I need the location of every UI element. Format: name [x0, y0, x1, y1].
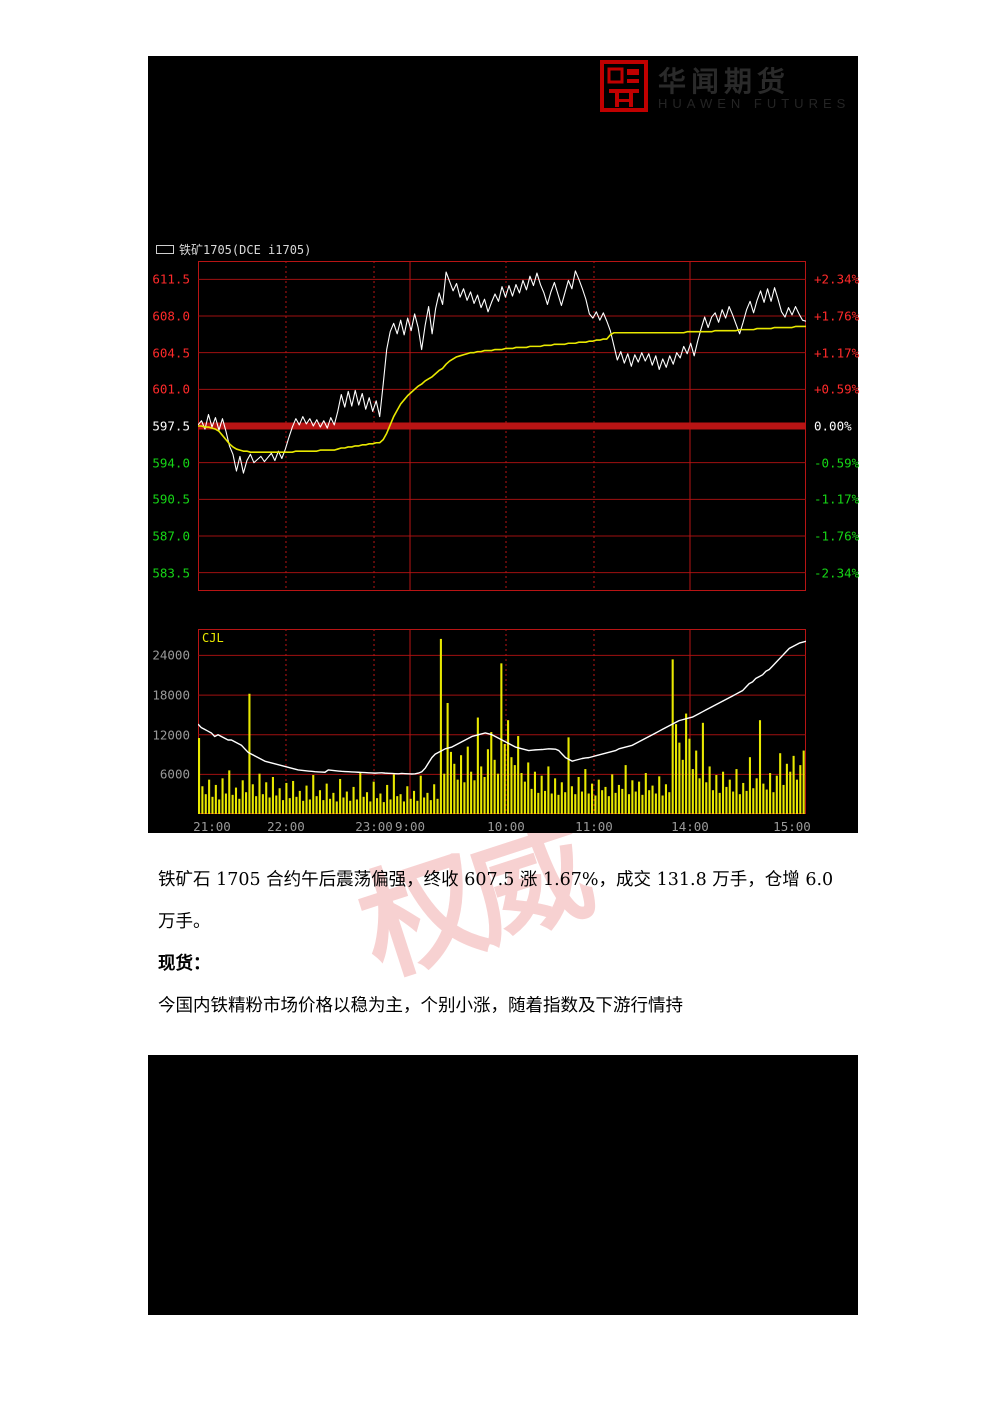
brand-name-cn: 华闻期货 [658, 65, 791, 98]
document-page: 华闻期货 HUAWEN FUTURES 铁矿1705(DCE i1705) 61… [148, 56, 859, 1315]
commentary-text: 铁矿石 1705 合约午后震荡偏强，终收 607.5 涨 1.67%，成交 13… [148, 833, 858, 1027]
time-tick-label: 22:00 [267, 819, 305, 834]
percent-tick-label: +0.59% [814, 381, 860, 397]
commentary-paragraph-spot-body: 今国内铁精粉市场价格以稳为主，个别小涨，随着指数及下游行情持 [158, 996, 683, 1016]
time-tick-label: 10:00 [487, 819, 525, 834]
time-tick-label: 14:00 [671, 819, 709, 834]
time-tick-label: 9:00 [394, 819, 426, 834]
volume-tick-label: 12000 [152, 727, 190, 743]
volume-tick-label: 6000 [159, 766, 190, 782]
price-panel: 611.5 608.0 604.5 601.0 597.5 594.0 590.5 587.0… [152, 261, 859, 591]
commentary-paragraph-futures-summary: 铁矿石 1705 合约午后震荡偏强，终收 607.5 涨 1.67%，成交 13… [158, 870, 834, 932]
price-canvas [198, 261, 806, 591]
percent-tick-label: -2.34% [814, 565, 860, 581]
time-tick-label: 11:00 [575, 819, 613, 834]
volume-tick-label: 18000 [152, 687, 190, 703]
price-tick-label: 587.0 [152, 528, 190, 544]
price-tick-label: 590.5 [152, 491, 190, 507]
percent-tick-label: 0.00% [814, 418, 852, 434]
intraday-chart: 铁矿1705(DCE i1705) 611.5 608.0 604.5 601.0 59… [148, 241, 859, 891]
chart-title-text: 铁矿1705(DCE i1705) [179, 243, 312, 257]
volume-canvas [198, 629, 806, 814]
time-tick-label: 21:00 [193, 819, 231, 834]
percent-tick-label: -0.59% [814, 455, 860, 471]
price-tick-label: 608.0 [152, 308, 190, 324]
chart-title: 铁矿1705(DCE i1705) [156, 241, 311, 258]
time-tick-label: 15:00 [773, 819, 811, 834]
volume-indicator-label: CJL [202, 631, 224, 645]
price-tick-label: 594.0 [152, 455, 190, 471]
percent-tick-label: +1.17% [814, 345, 860, 361]
time-tick-label: 23:00 [355, 819, 393, 834]
brand-name-en: HUAWEN FUTURES [658, 96, 851, 111]
price-tick-label: 597.5 [152, 418, 190, 434]
percent-tick-label: +1.76% [814, 308, 860, 324]
legend-line-icon [156, 245, 174, 254]
price-tick-label: 611.5 [152, 271, 190, 287]
volume-tick-label: 24000 [152, 647, 190, 663]
price-tick-label: 583.5 [152, 565, 190, 581]
price-tick-label: 601.0 [152, 381, 190, 397]
price-tick-label: 604.5 [152, 345, 190, 361]
company-logo: 华闻期货 HUAWEN FUTURES [600, 58, 850, 124]
percent-tick-label: -1.17% [814, 491, 860, 507]
percent-tick-label: -1.76% [814, 528, 860, 544]
percent-tick-label: +2.34% [814, 271, 860, 287]
commentary-block: 权威 铁矿石 1705 合约午后震荡偏强，终收 607.5 涨 1.67%，成交… [148, 833, 858, 1055]
company-seal-icon [600, 60, 648, 112]
commentary-paragraph-spot-heading: 现货： [158, 954, 211, 974]
